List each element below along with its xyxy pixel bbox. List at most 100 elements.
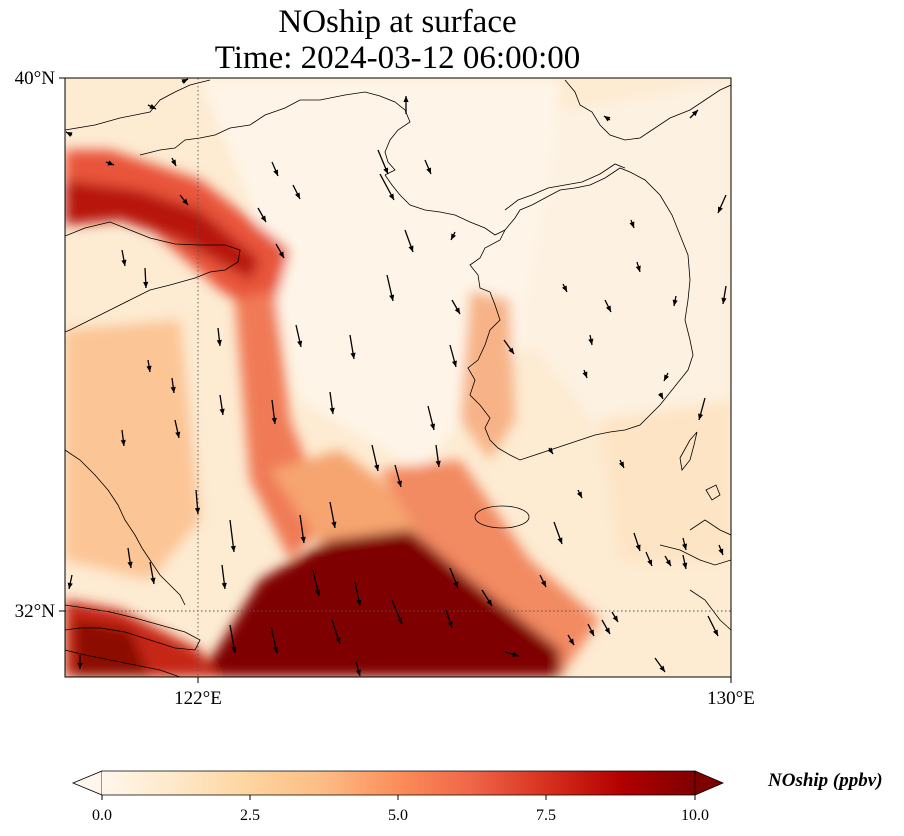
wind-arrow-head bbox=[182, 198, 188, 205]
gridlines bbox=[65, 78, 731, 677]
colorbar-tick-label: 7.5 bbox=[536, 807, 556, 824]
wind-arrow-head bbox=[426, 167, 432, 174]
colorbar-min-extend bbox=[71, 770, 103, 796]
wind-arrow-head bbox=[300, 536, 306, 543]
wind-arrow-head bbox=[604, 116, 611, 122]
wind-arrow-head bbox=[408, 245, 414, 252]
wind-arrow-head bbox=[356, 599, 362, 606]
wind-arrow-head bbox=[273, 646, 279, 653]
wind-arrow-head bbox=[273, 169, 279, 176]
wind-arrow-head bbox=[66, 132, 73, 138]
wind-arrow-head bbox=[181, 79, 188, 85]
wind-arrow-head bbox=[718, 206, 723, 213]
colorbar-tick-label: 2.5 bbox=[240, 807, 260, 824]
wind-arrow-head bbox=[374, 464, 380, 471]
wind-arrow-head bbox=[659, 665, 665, 672]
wind-arrow-head bbox=[315, 589, 321, 596]
lon-tick-label: 122°E bbox=[174, 688, 222, 709]
concentration-field bbox=[65, 78, 731, 677]
wind-arrow-head bbox=[657, 392, 663, 399]
wind-arrow-head bbox=[568, 638, 574, 645]
wind-arrow-head bbox=[547, 447, 553, 454]
colorbar-tick-label: 5.0 bbox=[388, 807, 408, 824]
wind-arrow-head bbox=[635, 265, 641, 272]
wind-arrow-head bbox=[647, 559, 653, 566]
wind-arrow-head bbox=[335, 637, 341, 644]
colorbar-label: NOship (ppbv) bbox=[768, 770, 883, 791]
wind-arrow-head bbox=[561, 285, 567, 292]
wind-arrow-head bbox=[388, 193, 394, 200]
wind-arrow-head bbox=[721, 297, 727, 304]
wind-arrow-head bbox=[691, 110, 698, 117]
wind-arrow-head bbox=[77, 663, 83, 669]
axis-ticks bbox=[59, 77, 732, 683]
wind-arrow-head bbox=[430, 423, 436, 430]
wind-arrow-head bbox=[216, 339, 222, 346]
wind-arrow-head bbox=[540, 580, 546, 587]
map-title-line1: NOship at surface bbox=[278, 4, 517, 40]
wind-arrow-head bbox=[576, 491, 582, 498]
wind-arrow-head bbox=[170, 386, 176, 393]
wind-arrow-head bbox=[175, 431, 181, 438]
wind-arrow-head bbox=[451, 360, 457, 367]
wind-arrow-head bbox=[219, 408, 225, 415]
colorbar: 0.0 2.5 5.0 7.5 10.0 bbox=[71, 770, 725, 824]
wind-arrow-head bbox=[508, 347, 514, 354]
wind-arrow-head bbox=[582, 371, 588, 378]
wind-arrow-head bbox=[271, 417, 277, 424]
wind-arrow-head bbox=[278, 251, 284, 258]
wind-arrow-head bbox=[612, 615, 618, 622]
wind-vectors bbox=[65, 78, 727, 677]
colorbar-tick-label: 10.0 bbox=[681, 807, 709, 824]
wind-arrow-head bbox=[403, 96, 409, 102]
colorbar-gradient bbox=[102, 771, 695, 795]
wind-arrow-head bbox=[682, 543, 688, 550]
wind-arrow-head bbox=[331, 521, 337, 528]
map-title-line2: Time: 2024-03-12 06:00:00 bbox=[214, 40, 581, 76]
wind-arrow-head bbox=[127, 561, 133, 568]
wind-arrow-head bbox=[120, 439, 126, 446]
wind-arrow-head bbox=[67, 582, 73, 589]
lat-tick-label: 32°N bbox=[15, 601, 56, 622]
wind-arrow-head bbox=[454, 307, 460, 314]
wind-arrow-head bbox=[557, 537, 563, 544]
wind-arrow-head bbox=[230, 545, 236, 552]
wind-arrow-head bbox=[447, 621, 453, 628]
colorbar-max-extend bbox=[694, 770, 725, 796]
wind-arrow-head bbox=[397, 617, 403, 624]
wind-arrow-head bbox=[396, 480, 402, 487]
wind-arrow-head bbox=[604, 627, 610, 634]
wind-arrow-head bbox=[221, 582, 227, 589]
coastlines bbox=[65, 79, 731, 677]
wind-arrow-head bbox=[712, 629, 718, 636]
wind-arrow-head bbox=[451, 233, 457, 240]
wind-arrow-head bbox=[150, 577, 156, 584]
wind-arrow-head bbox=[231, 646, 237, 653]
wind-arrow-head bbox=[146, 365, 152, 372]
wind-arrow-head bbox=[664, 374, 670, 381]
wind-arrow-head bbox=[672, 299, 678, 306]
wind-arrow-head bbox=[635, 544, 641, 551]
wind-arrow-head bbox=[194, 507, 201, 514]
wind-arrow-head bbox=[260, 215, 266, 222]
wind-arrow-head bbox=[618, 461, 624, 468]
map-frame bbox=[64, 77, 732, 678]
wind-arrow-head bbox=[383, 167, 389, 174]
wind-arrow-head bbox=[682, 562, 688, 569]
wind-arrow-head bbox=[605, 305, 611, 312]
wind-arrow-head bbox=[350, 352, 356, 359]
colorbar-tick-label: 0.0 bbox=[92, 807, 112, 824]
wind-arrow-head bbox=[486, 599, 492, 606]
wind-arrow-head bbox=[297, 340, 303, 347]
wind-arrow-head bbox=[698, 413, 704, 420]
wind-arrow-head bbox=[629, 221, 635, 228]
lat-tick-label: 40°N bbox=[15, 68, 56, 89]
wind-arrow-head bbox=[107, 160, 114, 166]
wind-arrow-head bbox=[294, 192, 300, 199]
wind-arrow-head bbox=[355, 669, 361, 676]
lon-tick-label: 130°E bbox=[707, 688, 755, 709]
wind-arrow-head bbox=[121, 259, 127, 266]
wind-arrow-head bbox=[143, 281, 149, 288]
wind-arrow-head bbox=[435, 460, 441, 467]
